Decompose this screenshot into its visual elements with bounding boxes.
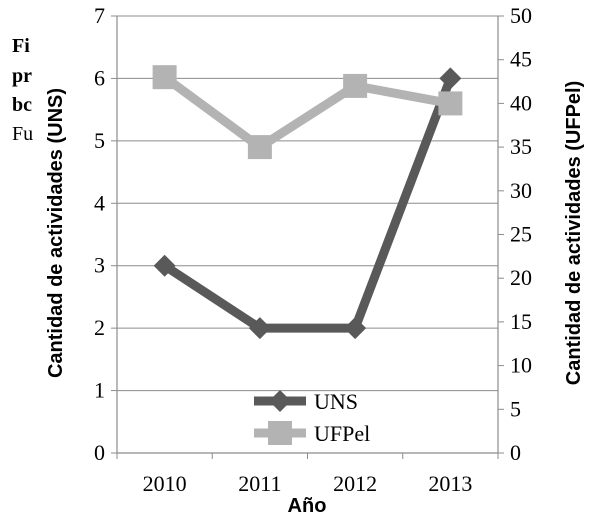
y-left-tick-label: 7 <box>94 3 105 28</box>
gridlines <box>117 15 498 392</box>
legend: UNS UFPel <box>254 389 370 446</box>
caption-line-1: Fi <box>12 35 30 57</box>
y-right-tick-label: 5 <box>510 396 521 421</box>
axes <box>111 15 504 459</box>
y-axis-right-title: Cantidad de actividades (UFPel) <box>563 81 585 386</box>
legend-marker <box>269 390 291 412</box>
caption-line-4: Fu <box>12 123 33 145</box>
y-left-tick-label: 0 <box>94 440 105 465</box>
legend-label: UFPel <box>314 421 370 446</box>
series-line-ufpel <box>161 73 452 152</box>
data-point-uns <box>439 67 462 90</box>
y-right-tick-label: 35 <box>510 134 532 159</box>
data-point-uns <box>153 254 176 277</box>
y-right-tick-label: 20 <box>510 265 532 290</box>
legend-item-uns: UNS <box>254 389 358 414</box>
x-tick-label: 2010 <box>143 471 187 496</box>
y-right-tick-label: 30 <box>510 178 532 203</box>
background-caption: Fi pr bc Fu <box>12 35 33 145</box>
y-left-tick-label: 1 <box>94 378 105 403</box>
legend-item-ufpel: UFPel <box>254 421 370 446</box>
series-ufpel <box>152 65 463 160</box>
x-tick-label: 2013 <box>428 471 472 496</box>
left-y-tick-labels: 0 1 2 3 4 5 6 7 <box>94 3 105 465</box>
y-left-tick-label: 4 <box>94 190 105 215</box>
x-tick-labels: 2010 2011 2012 2013 <box>143 471 473 496</box>
series-layer <box>152 65 463 340</box>
x-tick-label: 2012 <box>333 471 377 496</box>
y-right-tick-label: 10 <box>510 353 532 378</box>
series-line-uns <box>162 76 455 333</box>
data-point-ufpel <box>438 91 463 116</box>
y-right-tick-label: 50 <box>510 3 532 28</box>
right-y-tick-labels: 0 5 10 15 20 25 30 35 40 45 50 <box>510 3 532 465</box>
y-left-tick-label: 2 <box>94 315 105 340</box>
y-left-tick-label: 5 <box>94 128 105 153</box>
data-point-ufpel <box>247 135 272 160</box>
y-right-tick-label: 0 <box>510 440 521 465</box>
caption-line-2: pr <box>12 65 32 87</box>
legend-marker <box>268 421 292 445</box>
y-right-tick-label: 25 <box>510 222 532 247</box>
y-right-tick-label: 15 <box>510 309 532 334</box>
data-point-ufpel <box>343 73 368 98</box>
x-axis-title: Año <box>288 495 327 517</box>
y-left-tick-label: 3 <box>94 253 105 278</box>
y-left-tick-label: 6 <box>94 65 105 90</box>
y-right-tick-label: 40 <box>510 90 532 115</box>
legend-label: UNS <box>314 389 358 414</box>
y-axis-left-title: Cantidad de actividades (UNS) <box>45 88 67 378</box>
data-point-uns <box>248 317 271 340</box>
x-tick-label: 2011 <box>238 471 281 496</box>
caption-line-3: bc <box>12 94 32 116</box>
data-point-ufpel <box>152 65 177 90</box>
series-uns <box>153 67 462 340</box>
data-point-uns <box>344 317 367 340</box>
y-right-tick-label: 45 <box>510 47 532 72</box>
